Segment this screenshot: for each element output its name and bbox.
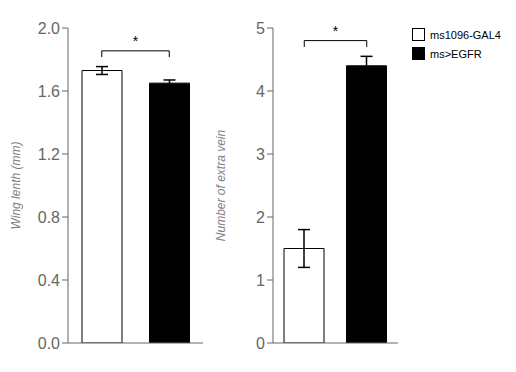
svg-text:0.0: 0.0 <box>38 335 60 352</box>
svg-text:*: * <box>333 23 339 39</box>
svg-text:1.6: 1.6 <box>38 83 60 100</box>
svg-text:1.2: 1.2 <box>38 146 60 163</box>
svg-text:2: 2 <box>256 209 265 226</box>
svg-text:0.8: 0.8 <box>38 209 60 226</box>
html-text:ms>EGFR: ms>EGFR <box>430 47 482 60</box>
svg-text:0: 0 <box>256 335 265 352</box>
html-text:ms1096-GAL4: ms1096-GAL4 <box>430 28 501 41</box>
svg-text:0.4: 0.4 <box>38 272 60 289</box>
svg-text:Wing lenth (mm): Wing lenth (mm) <box>9 142 23 230</box>
svg-text:1: 1 <box>256 272 265 289</box>
svg-text:4: 4 <box>256 83 265 100</box>
svg-text:Number of extra vein: Number of extra vein <box>214 129 228 241</box>
svg-text:2.0: 2.0 <box>38 20 60 37</box>
svg-text:5: 5 <box>256 20 265 37</box>
svg-text:*: * <box>133 33 139 49</box>
svg-text:3: 3 <box>256 146 265 163</box>
